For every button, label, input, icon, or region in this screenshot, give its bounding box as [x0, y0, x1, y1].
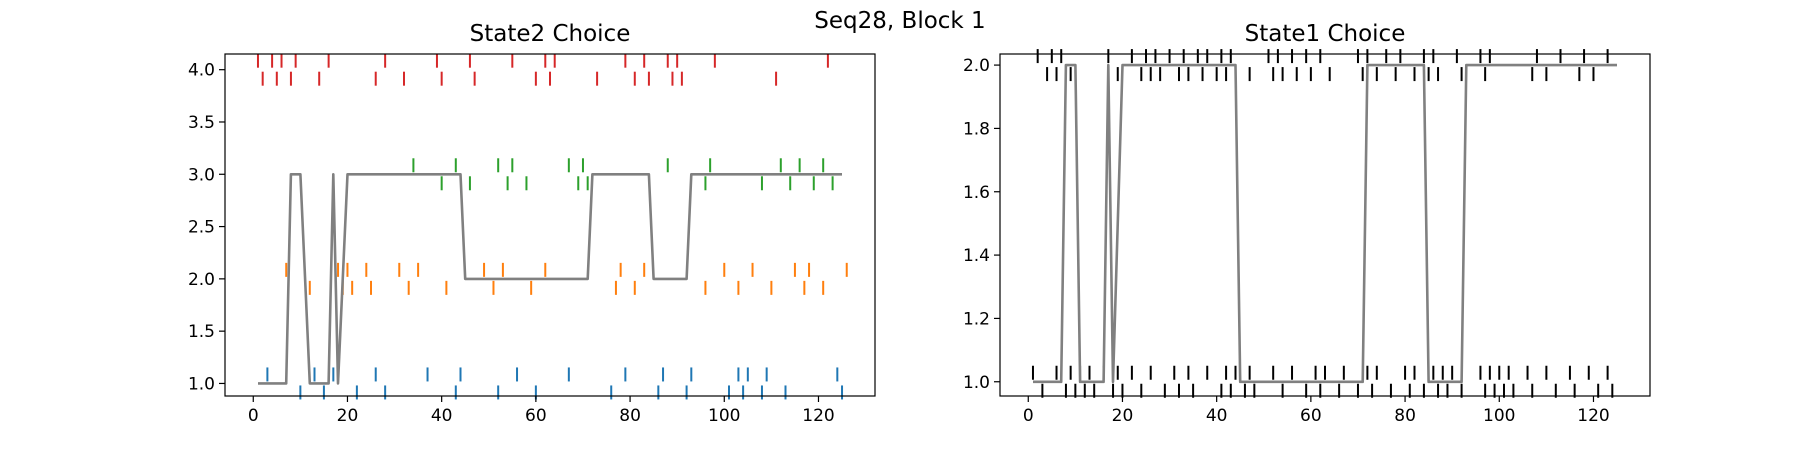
subplot-1-xtick-label: 80: [1394, 406, 1416, 426]
subplot-1-frame: [999, 53, 1651, 397]
figure-suptitle: Seq28, Block 1: [814, 8, 985, 34]
subplot-0-ytick-label: 3.5: [188, 113, 215, 133]
subplot-1-title: State1 Choice: [1245, 21, 1406, 47]
subplot-1-xtick-label: 60: [1300, 406, 1322, 426]
subplot-1-xtick-label: 20: [1112, 406, 1134, 426]
subplot-1-xtick-label: 0: [1023, 406, 1034, 426]
subplot-0-ytick-label: 4.0: [188, 61, 215, 81]
subplot-0-title: State2 Choice: [470, 21, 631, 47]
subplot-1-ytick-label: 1.8: [963, 119, 990, 139]
subplot-state1: State1 Choice 0 20 40 60 80 100 120 1.0 1.2 1.4 1.6…: [963, 21, 1651, 426]
subplot-0-xtick-label: 0: [248, 406, 259, 426]
subplot-1-ytick-label: 1.0: [963, 373, 990, 393]
subplot-1-xtick-label: 120: [1577, 406, 1609, 426]
subplot-0-xtick-label: 40: [431, 406, 453, 426]
subplot-0-xtick-label: 100: [708, 406, 740, 426]
subplot-0-xtick-label: 120: [802, 406, 834, 426]
subplot-1-ytick-label: 2.0: [963, 56, 990, 76]
subplot-state2: State2 Choice 0 20 40 60 80 100 120 1.0 1.5 2.0 2.5…: [188, 21, 876, 426]
subplot-0-xtick-label: 60: [525, 406, 547, 426]
subplot-0-ytick-label: 3.0: [188, 165, 215, 185]
subplot-0-xtick-label: 20: [337, 406, 359, 426]
subplot-0-ytick-label: 1.5: [188, 322, 215, 342]
subplot-1-xtick-label: 100: [1483, 406, 1515, 426]
subplot-1-ytick-label: 1.4: [963, 246, 990, 266]
subplot-1-xtick-label: 40: [1206, 406, 1228, 426]
subplot-0-series-line-0: [258, 173, 842, 385]
subplot-1-ytick-label: 1.2: [963, 309, 990, 329]
subplot-0-ytick-label: 1.0: [188, 374, 215, 394]
subplot-1-ytick-label: 1.6: [963, 183, 990, 203]
subplot-0-ytick-label: 2.0: [188, 270, 215, 290]
subplot-1-series-line-0: [1033, 63, 1617, 384]
subplot-0-xtick-label: 80: [619, 406, 641, 426]
subplot-0-frame: [224, 53, 876, 397]
subplot-0-ytick-label: 2.5: [188, 218, 215, 238]
